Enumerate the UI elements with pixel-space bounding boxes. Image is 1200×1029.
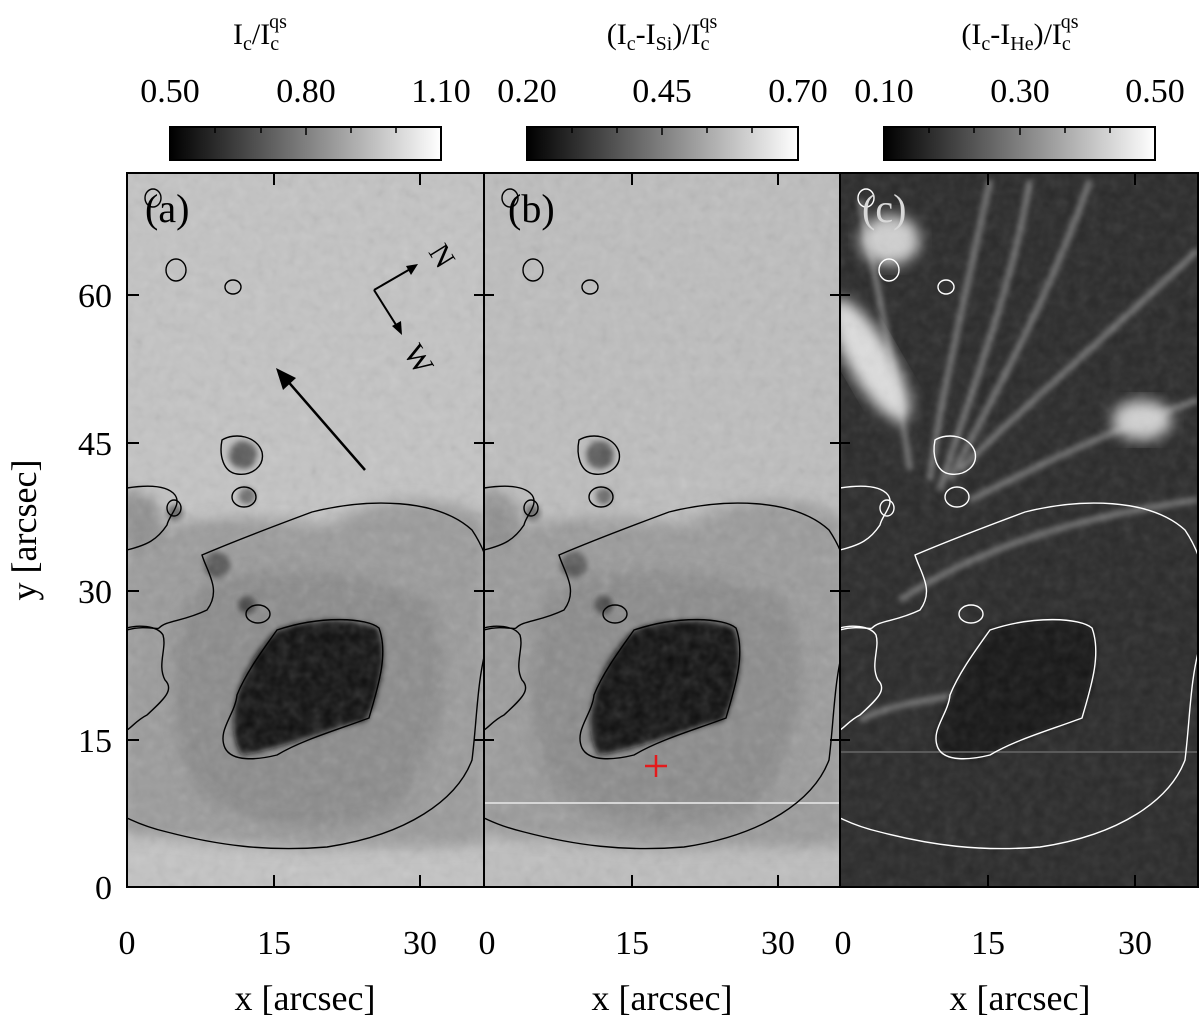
colorbar-a-title: Ic/Icqs <box>233 11 287 55</box>
x-tick-label: 30 <box>1118 925 1152 962</box>
y-tick-label: 30 <box>78 574 112 611</box>
x-tick-label: 15 <box>257 925 291 962</box>
flow-arrow-head <box>276 368 296 390</box>
colorbar-a-tick: 0.80 <box>276 73 336 110</box>
colorbar-a: Ic/Icqs 0.50 0.80 1.10 <box>140 11 471 161</box>
x-tick-label: 30 <box>761 925 795 962</box>
panel-c: (c) <box>839 172 1199 888</box>
panel-b-label: (b) <box>508 186 555 231</box>
panel-b-image <box>484 173 840 887</box>
y-axis-label: y [arcsec] <box>4 460 44 601</box>
x-tick-label: 15 <box>615 925 649 962</box>
panel-c-label: (c) <box>862 186 906 231</box>
axis-ticks <box>126 173 1136 888</box>
x-tick-label: 30 <box>403 925 437 962</box>
colorbar-c-tick: 0.30 <box>990 73 1050 110</box>
x-axis-label: x [arcsec] <box>950 978 1091 1018</box>
colorbar-c-title: (Ic-IHe)/Icqs <box>961 11 1078 55</box>
colorbar-b: (Ic-ISi)/Icqs 0.20 0.45 0.70 <box>497 11 828 161</box>
y-tick-label: 15 <box>78 723 112 760</box>
panel-c-image <box>840 173 1198 887</box>
panel-b: (b) <box>483 172 841 888</box>
x-tick-label: 0 <box>479 925 496 962</box>
y-axis: 0 15 30 45 60 y [arcsec] <box>4 278 112 907</box>
x-tick-label: 15 <box>971 925 1005 962</box>
y-tick-label: 45 <box>78 426 112 463</box>
panel-c-frame <box>839 172 1199 888</box>
colorbar-minor-ticks <box>214 127 1111 135</box>
x-tick-label: 0 <box>119 925 136 962</box>
colorbar-a-tick: 0.50 <box>140 73 200 110</box>
panel-a-image <box>127 173 484 887</box>
x-axis: 0 15 30 0 15 30 0 15 30 x [arcsec] x [ar… <box>119 925 1153 1018</box>
colorbar-b-tick: 0.45 <box>632 73 692 110</box>
panel-a: (a) N W <box>126 172 485 888</box>
y-tick-label: 60 <box>78 278 112 315</box>
colorbar-c: (Ic-IHe)/Icqs 0.10 0.30 0.50 <box>854 11 1185 161</box>
flow-arrow <box>284 377 366 471</box>
panel-a-label: (a) <box>145 186 189 231</box>
colorbar-c-tick: 0.10 <box>854 73 914 110</box>
colorbar-b-title: (Ic-ISi)/Icqs <box>607 11 718 55</box>
x-tick-label: 0 <box>835 925 852 962</box>
colorbar-b-tick: 0.70 <box>768 73 828 110</box>
colorbar-c-tick: 0.50 <box>1125 73 1185 110</box>
y-tick-label: 0 <box>95 870 112 907</box>
x-axis-label: x [arcsec] <box>592 978 733 1018</box>
red-cross-marker <box>645 755 667 777</box>
colorbar-a-tick: 1.10 <box>411 73 471 110</box>
x-axis-label: x [arcsec] <box>235 978 376 1018</box>
colorbar-b-tick: 0.20 <box>497 73 557 110</box>
